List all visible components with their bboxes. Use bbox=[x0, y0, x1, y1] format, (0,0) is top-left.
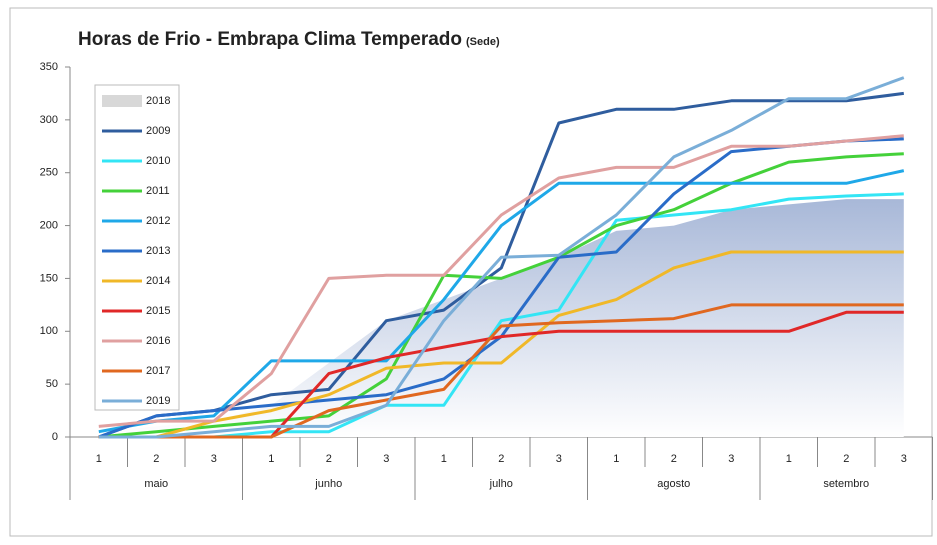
line bbox=[98, 134, 904, 428]
legend-label: 2018 bbox=[146, 95, 170, 107]
x-tick-label: 3 bbox=[556, 453, 562, 465]
x-group-label: junho bbox=[314, 478, 342, 490]
x-tick-label: 2 bbox=[326, 453, 332, 465]
y-tick-label: 200 bbox=[40, 219, 58, 231]
y-tick-label: 150 bbox=[40, 272, 58, 284]
x-tick-label: 3 bbox=[728, 453, 734, 465]
line bbox=[98, 76, 905, 439]
legend-label: 2015 bbox=[146, 305, 170, 317]
y-tick-label: 350 bbox=[40, 61, 58, 73]
legend-label: 2009 bbox=[146, 125, 170, 137]
legend-swatch bbox=[102, 95, 142, 107]
line bbox=[98, 169, 905, 434]
legend-label: 2010 bbox=[146, 155, 170, 167]
x-tick-label: 1 bbox=[268, 453, 274, 465]
legend-label: 2017 bbox=[146, 365, 170, 377]
chart-title: Horas de Frio - Embrapa Clima Temperado bbox=[78, 29, 462, 50]
x-tick-label: 2 bbox=[843, 453, 849, 465]
x-tick-label: 2 bbox=[153, 453, 159, 465]
x-tick-label: 1 bbox=[613, 453, 619, 465]
legend-label: 2016 bbox=[146, 335, 170, 347]
line bbox=[98, 152, 904, 439]
x-group-label: setembro bbox=[823, 478, 869, 490]
y-tick-label: 0 bbox=[52, 431, 58, 443]
y-tick-label: 250 bbox=[40, 167, 58, 179]
y-tick-label: 300 bbox=[40, 114, 58, 126]
chart-subtitle: (Sede) bbox=[466, 36, 500, 48]
x-tick-label: 3 bbox=[901, 453, 907, 465]
legend-label: 2014 bbox=[146, 275, 170, 287]
x-tick-label: 2 bbox=[498, 453, 504, 465]
x-group-label: agosto bbox=[657, 478, 690, 490]
x-tick-label: 2 bbox=[671, 453, 677, 465]
x-group-label: julho bbox=[489, 478, 513, 490]
legend-label: 2013 bbox=[146, 245, 170, 257]
x-tick-label: 1 bbox=[441, 453, 447, 465]
legend-label: 2012 bbox=[146, 215, 170, 227]
legend bbox=[94, 84, 180, 411]
line bbox=[98, 192, 904, 439]
y-tick-label: 50 bbox=[46, 378, 58, 390]
x-tick-label: 3 bbox=[383, 453, 389, 465]
legend-label: 2011 bbox=[146, 185, 170, 197]
line bbox=[98, 303, 904, 439]
x-tick-label: 1 bbox=[786, 453, 792, 465]
x-tick-label: 3 bbox=[211, 453, 217, 465]
x-group-label: maio bbox=[144, 478, 168, 490]
y-tick-label: 100 bbox=[40, 325, 58, 337]
legend-label: 2019 bbox=[146, 395, 170, 407]
x-tick-label: 1 bbox=[96, 453, 102, 465]
line bbox=[98, 250, 904, 439]
